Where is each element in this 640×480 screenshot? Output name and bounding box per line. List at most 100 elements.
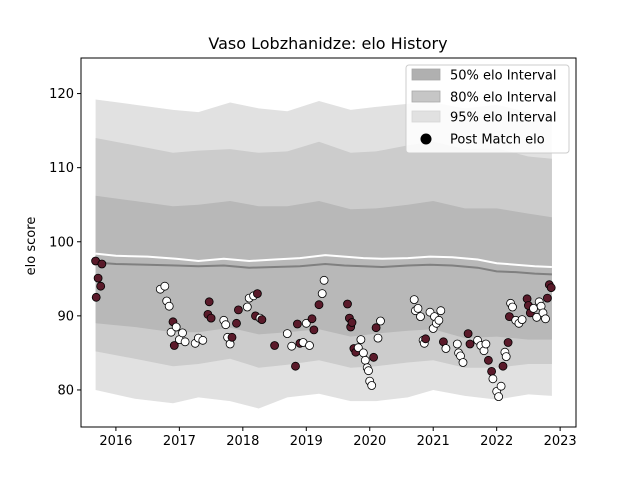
post-match-point (97, 259, 107, 269)
y-tick-label: 110 (49, 161, 74, 176)
post-match-points (91, 256, 556, 402)
post-match-point (529, 303, 538, 313)
x-tick-label: 2017 (163, 434, 196, 449)
post-match-point (317, 289, 327, 299)
legend-label: 80% elo Interval (450, 91, 557, 106)
post-match-point (543, 293, 552, 303)
legend-box (405, 64, 570, 154)
post-match-point (501, 352, 511, 362)
post-match-point (347, 318, 357, 327)
y-axis-label: elo score (24, 217, 39, 276)
post-match-point (171, 322, 181, 332)
mean-line (95, 252, 552, 268)
post-match-point (436, 306, 446, 316)
post-match-point (517, 315, 527, 325)
post-match-point (221, 320, 231, 330)
post-match-point (343, 299, 352, 309)
post-match-point (465, 339, 475, 349)
post-match-point (233, 305, 243, 315)
plot-frame (80, 57, 577, 428)
post-match-point (452, 339, 462, 349)
y-tick-label: 80 (57, 383, 74, 398)
x-tick-label: 2022 (480, 434, 513, 449)
plot-area (91, 99, 556, 409)
post-match-point (309, 325, 319, 335)
x-axis-ticks: 2016 2017 2018 2019 2020 2021 2022 2023 (99, 427, 577, 449)
post-match-point (307, 314, 317, 324)
legend-swatch-band50 (411, 68, 441, 81)
post-match-point (371, 323, 381, 333)
post-match-point (356, 335, 366, 345)
post-match-point (257, 315, 267, 325)
post-match-point (458, 358, 468, 367)
post-match-point (508, 302, 517, 312)
post-match-point (282, 329, 292, 339)
post-match-point (498, 361, 508, 371)
post-match-point (353, 343, 363, 353)
post-match-point (364, 366, 373, 376)
post-match-point (252, 289, 262, 299)
post-match-point (496, 381, 506, 391)
post-match-point (421, 334, 431, 344)
post-match-point (164, 301, 174, 311)
legend-marker-points (420, 133, 432, 145)
post-match-point (204, 297, 214, 307)
post-match-point (169, 341, 179, 350)
y-tick-label: 120 (49, 87, 74, 102)
x-tick-label: 2016 (99, 434, 132, 449)
post-match-point (360, 355, 370, 365)
post-match-point (463, 329, 473, 339)
band-50 (95, 195, 552, 340)
post-match-point (232, 318, 241, 328)
post-match-point (367, 381, 377, 390)
post-match-point (314, 300, 324, 310)
post-match-point (358, 348, 368, 358)
x-tick-label: 2019 (290, 434, 323, 449)
post-match-point (481, 339, 491, 349)
post-match-point (541, 314, 550, 324)
x-tick-label: 2021 (417, 434, 450, 449)
post-match-point (93, 273, 103, 283)
post-match-point (483, 355, 493, 365)
post-match-point (160, 281, 170, 291)
post-match-point (292, 319, 302, 329)
post-match-point (242, 302, 252, 312)
post-match-point (180, 337, 190, 347)
x-tick-label: 2020 (353, 434, 386, 449)
post-match-point (270, 341, 280, 350)
post-match-point (373, 333, 383, 343)
summary-lines (95, 252, 552, 276)
post-match-point (291, 361, 300, 371)
post-match-point (413, 303, 423, 313)
post-match-point (494, 392, 504, 402)
post-match-point (198, 335, 208, 345)
post-match-point (96, 281, 106, 291)
post-match-point (434, 315, 444, 325)
y-tick-label: 100 (49, 235, 74, 250)
post-match-point (487, 366, 497, 376)
post-match-point (91, 292, 101, 302)
legend-swatch-band95 (411, 110, 441, 123)
chart-title: Vaso Lobzhanidze: elo History (208, 34, 447, 53)
post-match-point (546, 283, 556, 293)
y-axis-ticks: 80 90 100 110 120 (49, 87, 81, 398)
post-match-point (409, 295, 419, 305)
x-tick-label: 2018 (226, 434, 259, 449)
legend: 50% elo Interval 80% elo Interval 95% elo … (405, 64, 570, 154)
post-match-point (301, 318, 311, 328)
post-match-point (488, 374, 498, 384)
post-match-point (166, 327, 176, 337)
post-match-point (441, 344, 451, 353)
post-match-point (287, 341, 297, 351)
legend-label: 50% elo Interval (450, 69, 557, 84)
post-match-point (206, 313, 216, 323)
post-match-point (305, 341, 314, 350)
post-match-point (532, 312, 542, 322)
legend-label: 95% elo Interval (450, 111, 557, 126)
post-match-point (178, 328, 187, 338)
legend-swatch-band80 (411, 90, 441, 103)
post-match-point (369, 352, 379, 362)
post-match-point (319, 275, 329, 285)
post-match-point (416, 312, 425, 322)
post-match-point (376, 316, 385, 326)
